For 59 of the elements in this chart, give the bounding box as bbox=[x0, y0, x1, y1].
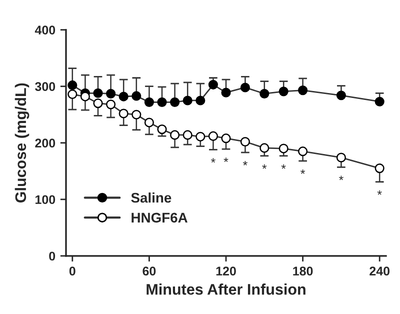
annotation: * bbox=[338, 176, 344, 180]
y-tick-label: 100 bbox=[36, 195, 56, 204]
point bbox=[118, 92, 128, 102]
point bbox=[374, 96, 384, 106]
point bbox=[182, 130, 192, 140]
annotation: * bbox=[377, 190, 382, 195]
point bbox=[374, 164, 384, 174]
annotation: * bbox=[281, 164, 286, 169]
point bbox=[298, 146, 308, 156]
point bbox=[298, 86, 308, 96]
x-tick-label: 60 bbox=[142, 266, 156, 276]
x-tick-label: 0 bbox=[69, 266, 76, 276]
y-axis-title: Glucose (mg/dL) bbox=[14, 83, 30, 202]
point bbox=[221, 88, 231, 98]
point bbox=[170, 97, 180, 107]
y-tick-label: 300 bbox=[35, 82, 56, 92]
point bbox=[260, 143, 270, 153]
point bbox=[196, 96, 206, 106]
point bbox=[208, 131, 218, 141]
point bbox=[170, 130, 180, 140]
point bbox=[278, 86, 288, 96]
point bbox=[132, 91, 142, 101]
y-tick-label: 0 bbox=[49, 252, 56, 261]
point bbox=[260, 88, 270, 98]
point bbox=[93, 98, 103, 108]
point bbox=[336, 90, 346, 100]
point bbox=[157, 124, 167, 134]
point bbox=[278, 144, 288, 154]
x-tick-label: 180 bbox=[293, 266, 313, 276]
point bbox=[68, 89, 78, 100]
point bbox=[118, 108, 128, 118]
x-tick-label: 240 bbox=[370, 266, 390, 276]
point bbox=[132, 110, 142, 120]
point bbox=[106, 88, 116, 98]
point bbox=[157, 97, 167, 107]
point bbox=[106, 100, 116, 110]
point bbox=[336, 152, 346, 162]
point bbox=[240, 136, 250, 147]
point bbox=[80, 92, 90, 102]
annotation: * bbox=[224, 158, 228, 162]
point bbox=[144, 97, 154, 107]
point bbox=[182, 96, 192, 106]
point bbox=[221, 134, 231, 144]
point bbox=[93, 88, 103, 98]
annotation: * bbox=[242, 161, 248, 166]
x-tick-label: 120 bbox=[216, 266, 236, 276]
x-axis-title: Minutes After Infusion bbox=[146, 284, 306, 295]
annotation: * bbox=[300, 169, 306, 174]
point bbox=[196, 132, 206, 142]
annotation: * bbox=[210, 158, 216, 163]
annotation: * bbox=[262, 164, 267, 169]
legend-label: Saline bbox=[131, 192, 172, 203]
point bbox=[68, 80, 78, 90]
legend-label: HNGF6A bbox=[132, 212, 188, 223]
y-tick-label: 200 bbox=[35, 138, 56, 148]
y-tick-label: 400 bbox=[34, 26, 56, 34]
point bbox=[208, 80, 218, 90]
point bbox=[144, 118, 154, 128]
point bbox=[240, 82, 250, 92]
